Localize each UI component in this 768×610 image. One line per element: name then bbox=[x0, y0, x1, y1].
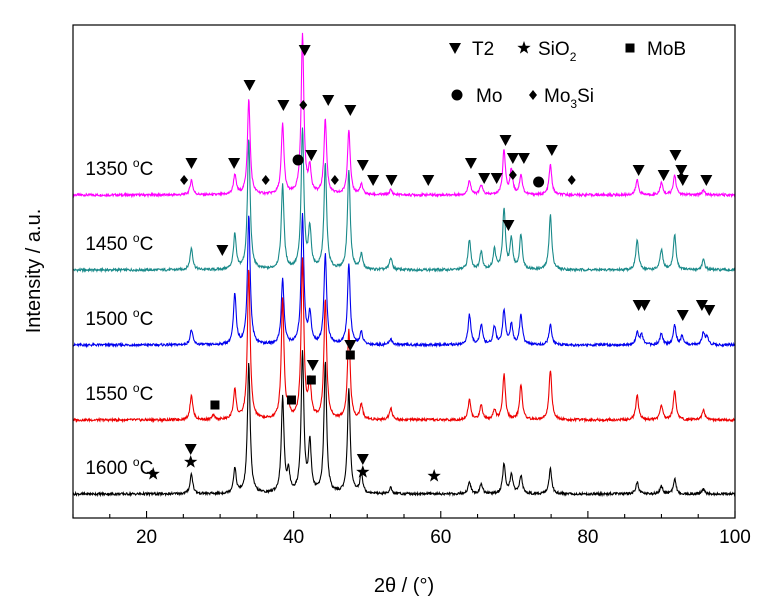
triangle-down-marker bbox=[228, 158, 241, 169]
series-line-1600 bbox=[72, 350, 736, 498]
series-line-1450 bbox=[72, 127, 736, 274]
x-axis-ticks bbox=[72, 511, 736, 518]
temperature-label: 1600 oC bbox=[85, 455, 153, 479]
legend-diamond-icon bbox=[529, 90, 537, 100]
star-marker bbox=[146, 467, 160, 480]
x-tick-label: 100 bbox=[719, 527, 751, 548]
x-axis-label: 2θ / (°) bbox=[374, 575, 434, 597]
series-line-1550 bbox=[72, 257, 736, 424]
diamond-marker bbox=[299, 100, 308, 110]
diamond-marker bbox=[508, 170, 517, 180]
square-marker bbox=[286, 395, 296, 405]
legend-label: Mo3Si bbox=[544, 86, 594, 111]
triangle-down-marker bbox=[517, 153, 530, 164]
triangle-down-marker bbox=[675, 165, 688, 176]
star-marker bbox=[184, 455, 198, 468]
diamond-marker bbox=[180, 175, 189, 185]
triangle-down-marker bbox=[703, 305, 716, 316]
triangle-down-marker bbox=[638, 300, 651, 311]
legend-label: MoB bbox=[647, 39, 686, 60]
triangle-down-marker bbox=[356, 160, 369, 171]
triangle-down-marker bbox=[422, 175, 435, 186]
triangle-down-marker bbox=[490, 173, 503, 184]
triangle-down-marker bbox=[632, 165, 645, 176]
triangle-down-marker bbox=[464, 158, 477, 169]
diamond-marker bbox=[261, 175, 270, 185]
triangle-down-marker bbox=[344, 105, 357, 116]
triangle-down-marker bbox=[367, 175, 380, 186]
triangle-down-marker bbox=[700, 175, 713, 186]
x-tick-label: 40 bbox=[283, 527, 304, 548]
legend: T2 SiO2 MoB Mo Mo3Si bbox=[449, 39, 686, 111]
triangle-down-marker bbox=[184, 444, 197, 455]
triangle-down-marker bbox=[216, 245, 229, 256]
triangle-down-marker bbox=[676, 175, 689, 186]
triangle-down-marker bbox=[344, 340, 357, 351]
triangle-down-marker bbox=[502, 220, 515, 231]
plot-frame bbox=[72, 24, 736, 519]
triangle-down-marker bbox=[277, 100, 290, 111]
legend-label: SiO2 bbox=[538, 39, 577, 64]
triangle-down-marker bbox=[306, 360, 319, 371]
diamond-marker bbox=[330, 175, 339, 185]
temperature-label: 1500 oC bbox=[85, 306, 153, 330]
diamond-marker bbox=[567, 175, 576, 185]
legend-star-icon bbox=[517, 41, 531, 54]
triangle-down-marker bbox=[499, 135, 512, 146]
temperature-label: 1350 oC bbox=[85, 156, 153, 180]
triangle-down-marker bbox=[305, 150, 318, 161]
temperature-label: 1550 oC bbox=[85, 381, 153, 405]
legend-label: Mo bbox=[476, 86, 502, 107]
temperature-label: 1450 oC bbox=[85, 231, 153, 255]
legend-circle-icon bbox=[451, 89, 463, 101]
series-line-1500 bbox=[72, 212, 736, 349]
x-tick-label: 60 bbox=[430, 527, 451, 548]
legend-label: T2 bbox=[472, 39, 494, 60]
square-marker bbox=[345, 350, 355, 360]
series-line-1350 bbox=[72, 32, 736, 199]
triangle-down-marker bbox=[185, 158, 198, 169]
star-marker bbox=[356, 465, 370, 478]
triangle-down-marker bbox=[669, 150, 682, 161]
triangle-down-marker bbox=[356, 454, 369, 465]
square-marker bbox=[210, 400, 220, 410]
triangle-down-marker bbox=[322, 95, 335, 106]
star-marker bbox=[427, 469, 441, 482]
triangle-down-marker bbox=[478, 173, 491, 184]
triangle-down-marker bbox=[676, 310, 689, 321]
triangle-down-marker bbox=[243, 80, 256, 91]
triangle-down-marker bbox=[657, 170, 670, 181]
x-tick-label: 20 bbox=[136, 527, 157, 548]
triangle-down-marker bbox=[695, 300, 708, 311]
phase-markers bbox=[146, 45, 716, 482]
circle-marker bbox=[292, 154, 304, 166]
series-curves bbox=[72, 32, 736, 498]
temperature-labels: 1350 oC 1450 oC 1500 oC 1550 oC 1600 oC bbox=[85, 156, 153, 479]
y-axis-label: Intensity / a.u. bbox=[23, 209, 45, 334]
legend-square-icon bbox=[625, 43, 635, 53]
triangle-down-marker bbox=[298, 45, 311, 56]
square-marker bbox=[306, 375, 316, 385]
triangle-down-marker bbox=[506, 153, 519, 164]
x-axis-tick-labels: 20 40 60 80 100 bbox=[136, 527, 751, 548]
triangle-down-marker bbox=[385, 175, 398, 186]
circle-marker bbox=[533, 176, 545, 188]
triangle-down-marker bbox=[545, 145, 558, 156]
legend-triangle-down-icon bbox=[449, 43, 461, 54]
x-tick-label: 80 bbox=[577, 527, 598, 548]
